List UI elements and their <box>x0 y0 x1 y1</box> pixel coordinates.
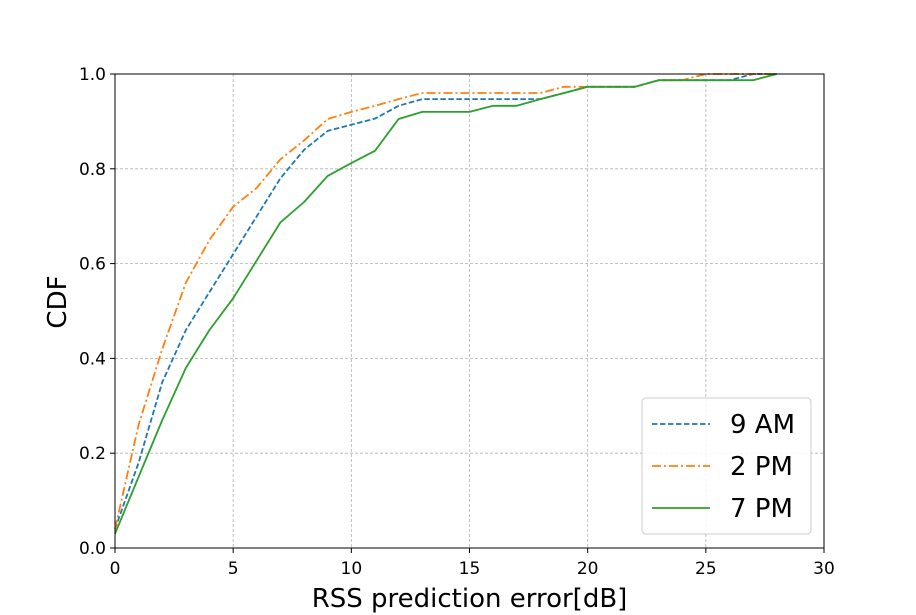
x-tick-label: 15 <box>459 559 481 579</box>
y-tick-label: 0.4 <box>79 349 106 369</box>
y-axis-label: CDF <box>43 275 73 328</box>
x-tick-label: 25 <box>695 559 717 579</box>
y-tick-label: 1.0 <box>79 65 106 85</box>
plot-lines <box>114 73 777 535</box>
x-tick-label: 5 <box>228 559 239 579</box>
y-tick-label: 0.6 <box>79 255 106 275</box>
x-tick-label: 20 <box>577 559 599 579</box>
series-line-7-pm <box>114 73 777 535</box>
y-tick-label: 0.2 <box>79 444 106 464</box>
axis-ticks: 0 5 10 15 20 25 30 0.0 0.2 0.4 0.6 0.8 1.0 <box>79 65 835 579</box>
legend-label: 2 PM <box>730 452 793 482</box>
y-tick-label: 0.0 <box>79 539 106 559</box>
x-axis-label: RSS prediction error[dB] <box>312 584 628 614</box>
legend-box <box>641 397 812 535</box>
x-tick-label: 0 <box>110 559 121 579</box>
x-tick-label: 10 <box>341 559 363 579</box>
legend: 9 AM 2 PM 7 PM <box>641 397 812 535</box>
legend-label: 7 PM <box>730 494 793 524</box>
x-tick-label: 30 <box>813 559 835 579</box>
legend-label: 9 AM <box>730 410 795 440</box>
y-tick-label: 0.8 <box>79 160 106 180</box>
